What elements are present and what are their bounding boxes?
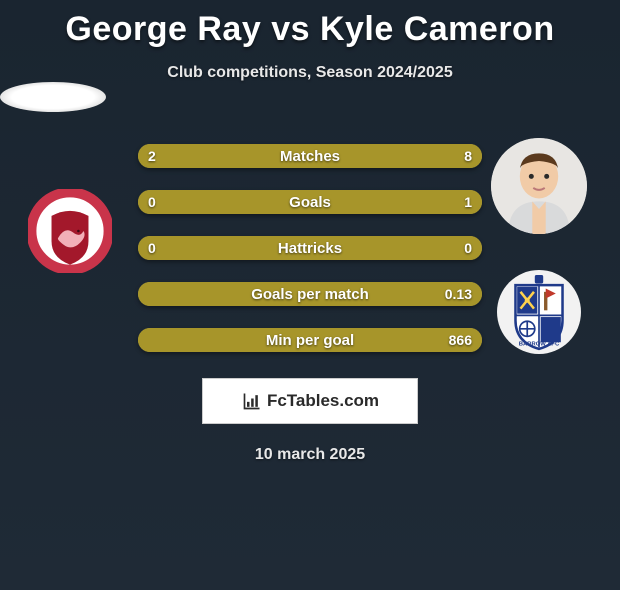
player-right-avatar xyxy=(491,138,587,234)
chart-icon xyxy=(241,391,263,411)
date-label: 10 march 2025 xyxy=(0,446,620,464)
stat-row: 00Hattricks xyxy=(138,236,482,260)
stat-label: Goals xyxy=(138,194,482,211)
player-left-avatar xyxy=(0,82,106,112)
club-crest-left: MORECAMBE FC xyxy=(28,189,112,273)
brand-text: FcTables.com xyxy=(267,391,379,411)
stat-label: Matches xyxy=(138,148,482,165)
subtitle: Club competitions, Season 2024/2025 xyxy=(0,64,620,82)
stat-row: 28Matches xyxy=(138,144,482,168)
svg-text:BARROW AFC: BARROW AFC xyxy=(519,342,560,348)
stat-row: 0.13Goals per match xyxy=(138,282,482,306)
club-crest-right: BARROW AFC xyxy=(497,270,581,354)
brand-box[interactable]: FcTables.com xyxy=(202,378,418,424)
stat-row: 866Min per goal xyxy=(138,328,482,352)
stat-label: Min per goal xyxy=(138,332,482,349)
stat-label: Hattricks xyxy=(138,240,482,257)
stat-label: Goals per match xyxy=(138,286,482,303)
page-title: George Ray vs Kyle Cameron xyxy=(0,10,620,49)
stat-row: 01Goals xyxy=(138,190,482,214)
